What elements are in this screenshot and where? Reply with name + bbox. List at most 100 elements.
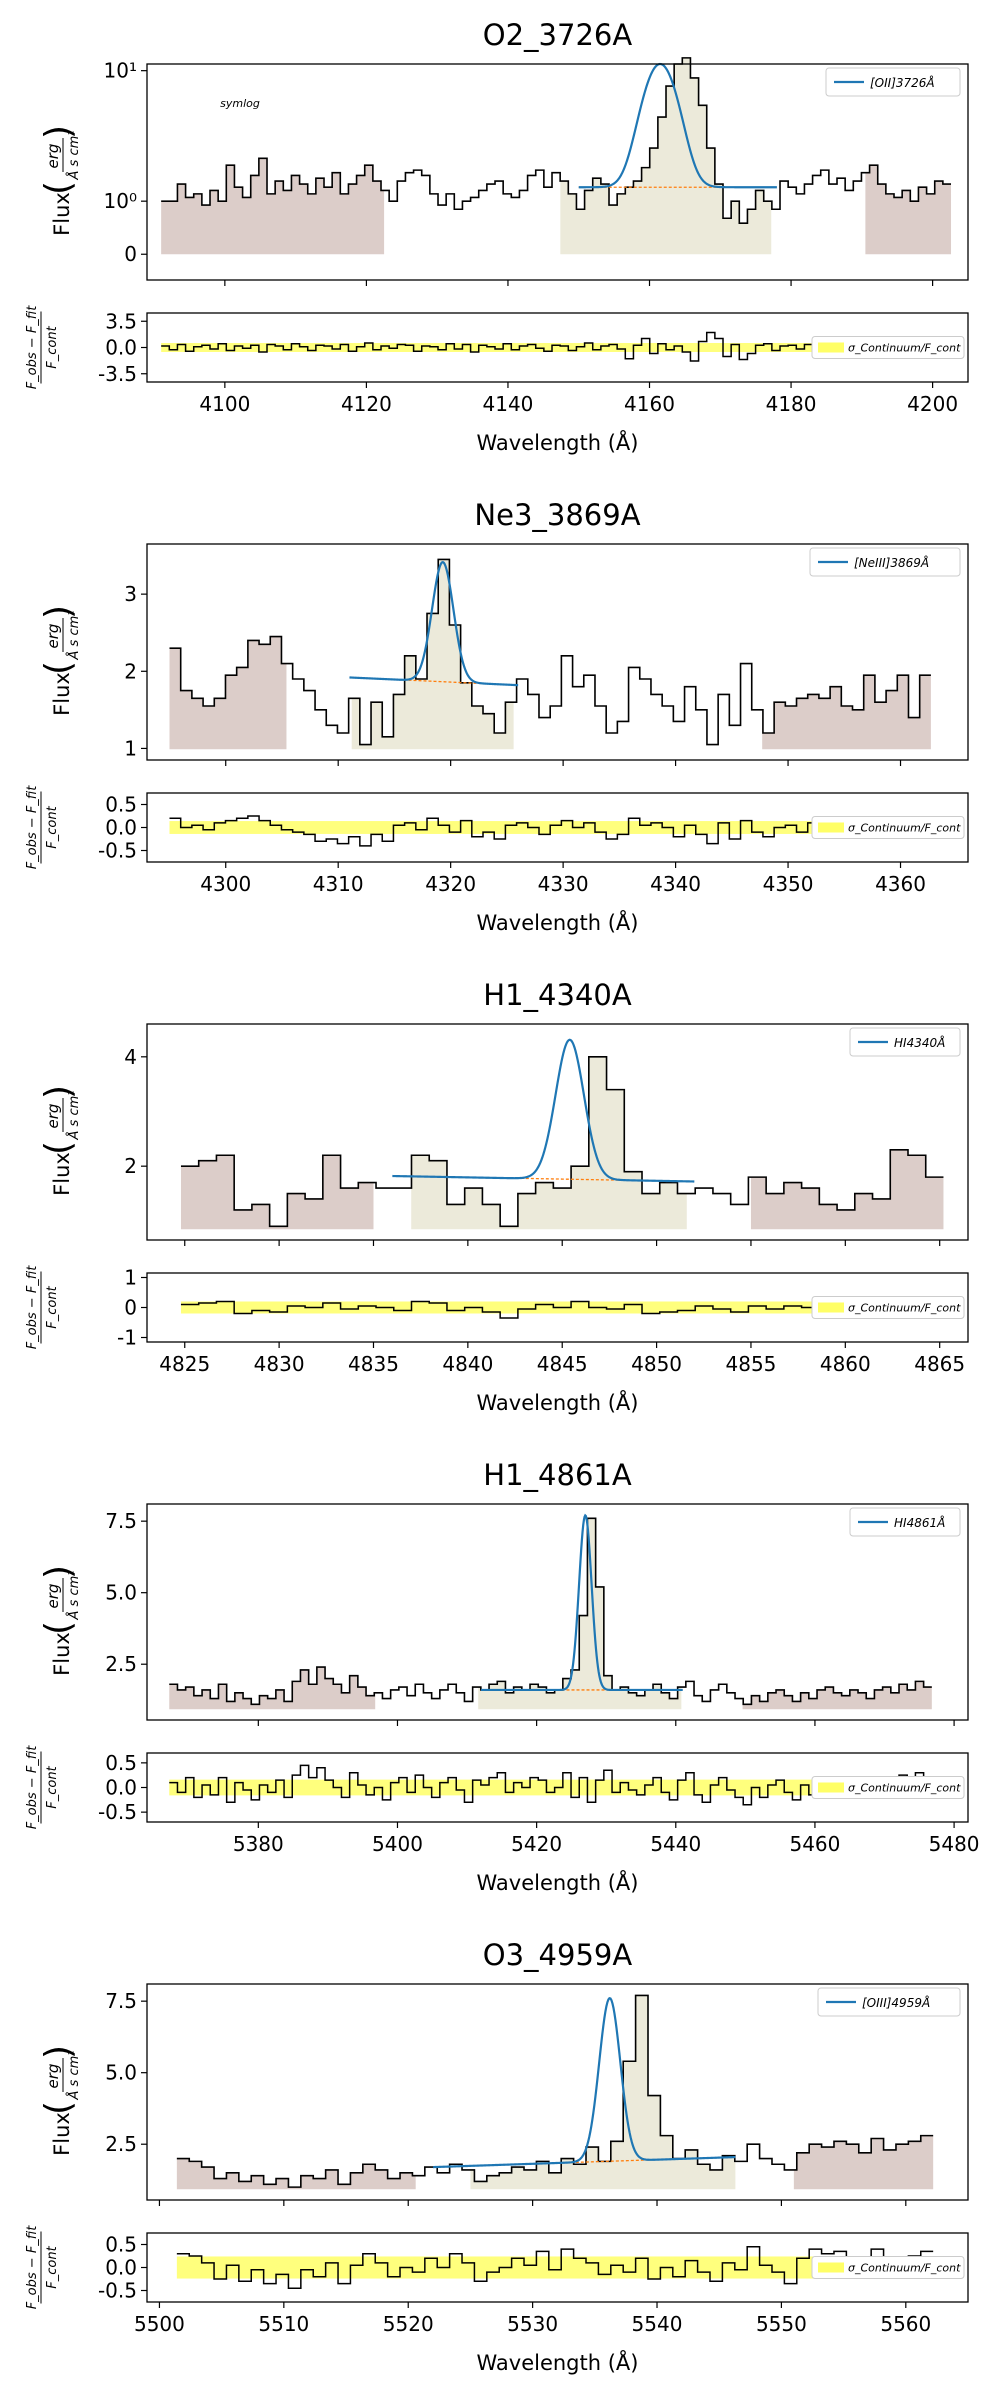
y-tick-label: 5.0	[105, 1581, 137, 1605]
y-label-paren: (	[38, 181, 79, 195]
x-tick-label: 5460	[789, 1832, 840, 1856]
y-label-unit-numerator: erg	[44, 2064, 62, 2089]
residual-y-label-numerator: F_obs − F_fit	[25, 305, 40, 389]
residual-y-tick-label: 0.5	[105, 2233, 137, 2257]
residual-step-line	[176, 2246, 934, 2289]
x-axis-label: Wavelength (Å)	[476, 429, 638, 455]
legend-box	[817, 1987, 961, 2017]
residual-legend-swatch	[818, 1302, 844, 1313]
legend-label: HI4861Å	[894, 1515, 945, 1530]
continuum-region-1	[793, 2135, 934, 2190]
residual-y-label-denominator: F_cont	[45, 325, 60, 368]
x-tick-label: 5440	[650, 1832, 701, 1856]
residual-legend-box	[811, 1296, 965, 1319]
y-axis-label: Flux(erg Å s cm²)	[38, 2045, 82, 2156]
x-tick-label: 4360	[875, 872, 926, 896]
residual-y-label-numerator: F_obs − F_fit	[25, 1265, 40, 1349]
y-tick-label: 0	[124, 242, 137, 266]
legend-label: HI4340Å	[894, 1035, 945, 1050]
residual-y-tick-label: 0.0	[105, 1776, 137, 1800]
residual-y-label-numerator: F_obs − F_fit	[25, 2225, 40, 2309]
line-region	[478, 1518, 682, 1710]
residual-y-label-denominator: F_cont	[45, 2245, 60, 2288]
sigma-band	[161, 343, 952, 352]
x-tick-label: 5560	[880, 2312, 931, 2336]
legend-box	[825, 67, 961, 97]
x-tick-label: 5420	[511, 1832, 562, 1856]
y-label-paren: )	[38, 2045, 79, 2059]
residual-y-label: F_obs − F_fit F_cont	[25, 1745, 60, 1829]
legend-label: [NeIII]3869Å	[854, 555, 929, 570]
panel-Ne3_3869A: Ne3_3869A 1 2 3 Flux(erg Å s cm²) [NeIII]3869Å…	[25, 498, 969, 935]
residual-y-tick-label: -0.5	[98, 1800, 137, 1824]
y-label-text: Flux	[50, 1632, 74, 1676]
residual-y-label: F_obs − F_fit F_cont	[25, 1265, 60, 1349]
residual-y-label-numerator: F_obs − F_fit	[25, 1745, 40, 1829]
residual-y-tick-label: 0.5	[105, 1751, 137, 1775]
y-label-unit-denominator: Å s cm²	[66, 1091, 82, 1141]
continuum-region-0	[169, 636, 287, 750]
residual-y-label-denominator: F_cont	[45, 1285, 60, 1328]
y-label-unit-numerator: erg	[44, 1584, 62, 1609]
x-tick-label: 4310	[313, 872, 364, 896]
residual-y-label: F_obs − F_fit F_cont	[25, 785, 60, 869]
x-tick-label: 4850	[631, 1352, 682, 1376]
y-label-paren: )	[38, 1085, 79, 1099]
main-axes-frame	[146, 543, 969, 761]
residual-legend-swatch	[818, 822, 844, 833]
y-tick-label: 7.5	[105, 1509, 137, 1533]
gaussian-fit-line	[392, 1038, 695, 1183]
residual-legend-swatch	[818, 342, 844, 353]
residual-y-label: F_obs − F_fit F_cont	[25, 305, 60, 389]
x-tick-label: 5380	[233, 1832, 284, 1856]
continuum-region-1	[762, 675, 931, 750]
residual-legend-box	[811, 816, 965, 839]
x-axis-label: Wavelength (Å)	[476, 2349, 638, 2375]
scale-annotation: symlog	[220, 97, 260, 110]
x-tick-label: 4855	[726, 1352, 777, 1376]
continuum-region-0	[169, 1667, 376, 1710]
y-label-unit-denominator: Å s cm²	[66, 1571, 82, 1621]
sigma-band	[169, 1779, 932, 1796]
continuum-region-0	[176, 2158, 416, 2190]
x-tick-label: 4340	[650, 872, 701, 896]
x-tick-label: 5550	[756, 2312, 807, 2336]
panel-H1_4861A: H1_4861A 2.5 5.0 7.5 Flux(erg Å s cm²) HI4861Å…	[25, 1458, 980, 1895]
y-tick-label: 10¹	[104, 59, 137, 83]
residual-legend-swatch	[818, 1782, 844, 1793]
panel-H1_4340A: H1_4340A 2 4 Flux(erg Å s cm²) HI4340Å 1 0 -1 F_o…	[25, 978, 969, 1415]
x-tick-label: 5540	[632, 2312, 683, 2336]
residual-legend-label: σ_Continuum/F_cont	[848, 1782, 961, 1795]
y-tick-label: 2.5	[105, 1652, 137, 1676]
x-tick-label: 4825	[159, 1352, 210, 1376]
flux-step-line	[169, 1517, 932, 1706]
x-tick-label: 4320	[425, 872, 476, 896]
x-tick-label: 4330	[538, 872, 589, 896]
y-label-paren: (	[38, 1621, 79, 1635]
sigma-band	[176, 2256, 934, 2279]
flux-step-line	[180, 1056, 944, 1228]
continuum-region-0	[161, 158, 385, 255]
residual-y-label-denominator: F_cont	[45, 805, 60, 848]
y-label-paren: (	[38, 1141, 79, 1155]
chart-title: O2_3726A	[483, 18, 633, 52]
x-tick-label: 4350	[763, 872, 814, 896]
residual-legend-box	[811, 1776, 965, 1799]
continuum-region-1	[750, 1149, 944, 1230]
line-region	[470, 1995, 736, 2190]
legend-label: [OIII]4959Å	[862, 1995, 930, 2010]
residual-legend-swatch	[818, 2262, 844, 2273]
x-tick-label: 5510	[258, 2312, 309, 2336]
y-label-unit-denominator: Å s cm²	[66, 611, 82, 661]
residual-y-tick-label: 0.0	[105, 816, 137, 840]
line-region	[411, 1056, 687, 1230]
y-label-text: Flux	[50, 2112, 74, 2156]
y-axis-label: Flux(erg Å s cm²)	[38, 125, 82, 236]
residual-legend-box	[811, 2256, 965, 2279]
x-tick-label: 5520	[383, 2312, 434, 2336]
residual-legend-label: σ_Continuum/F_cont	[848, 1302, 961, 1315]
x-tick-label: 4835	[348, 1352, 399, 1376]
chart-title: Ne3_3869A	[474, 498, 640, 532]
residual-y-tick-label: -0.5	[98, 839, 137, 863]
